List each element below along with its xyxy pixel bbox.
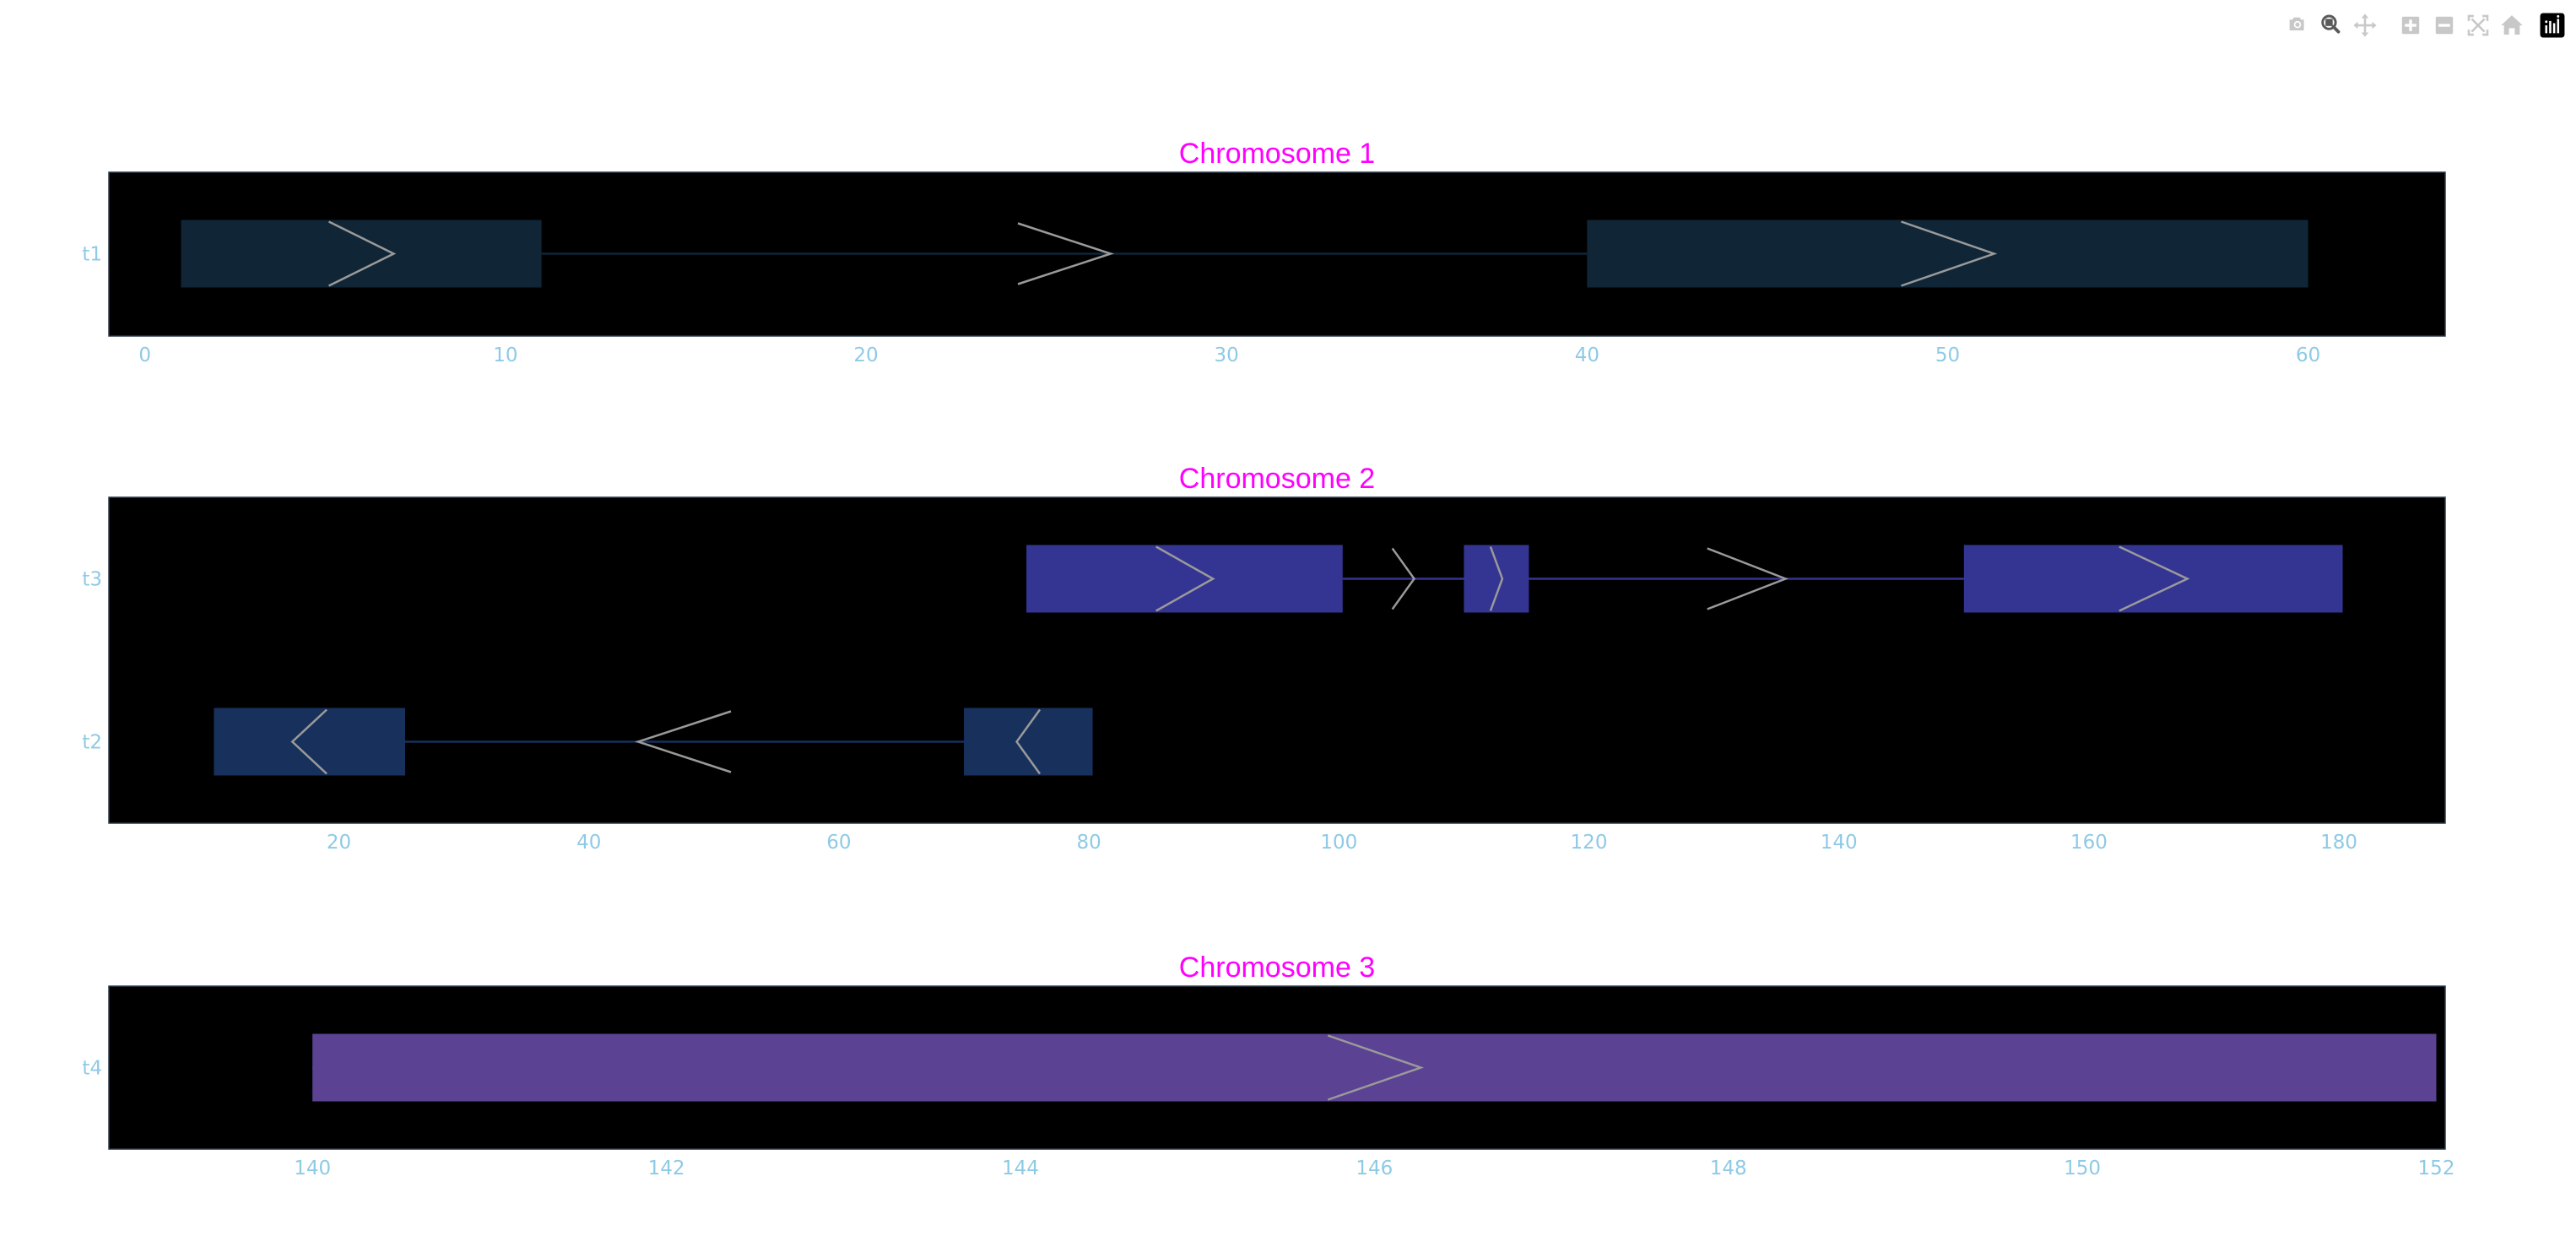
- exon-box: [1026, 545, 1343, 613]
- exon-box: [1963, 545, 2343, 613]
- x-tick-label: 50: [1935, 344, 1960, 366]
- zoom-icon: [2321, 14, 2341, 34]
- chart-panel-1: Chromosome 1 0 10 20 30 40 50 60 t1: [82, 138, 2446, 366]
- x-tick-label: 10: [493, 344, 517, 366]
- zoom-button[interactable]: [2314, 8, 2348, 42]
- modebar: [2281, 8, 2576, 42]
- exon-box: [312, 1033, 2437, 1102]
- strand-arrow: [1015, 708, 1042, 775]
- chart-panel-2: Chromosome 2 20 40 60 80 100 120 140 160 180 t3 t2: [82, 463, 2446, 854]
- strand-arrow: [634, 710, 732, 773]
- x-tick-label: 140: [294, 1158, 331, 1179]
- x-tick-label: 20: [327, 832, 351, 854]
- zoom-out-button[interactable]: [2427, 8, 2461, 42]
- x-tick-label: 40: [1575, 344, 1599, 366]
- plotly-logo-button[interactable]: [2535, 8, 2569, 42]
- strand-arrow: [1707, 547, 1789, 610]
- strand-arrow: [1155, 545, 1215, 612]
- x-tick-label: 40: [576, 832, 601, 854]
- strand-arrow: [2119, 545, 2190, 612]
- zoom-out-icon: [2435, 16, 2454, 35]
- x-tick-label: 0: [138, 344, 151, 366]
- y-tick-label: t4: [82, 1058, 102, 1080]
- x-tick-label: 80: [1076, 832, 1101, 854]
- x-tick-label: 146: [1356, 1158, 1393, 1179]
- x-tick-label: 144: [1002, 1158, 1039, 1179]
- zoom-in-icon: [2401, 16, 2420, 35]
- autoscale-icon: [2467, 14, 2489, 36]
- x-tick-label: 60: [826, 832, 851, 854]
- strand-arrow: [1901, 220, 1998, 287]
- exon-box: [181, 220, 542, 288]
- y-tick-label: t3: [82, 569, 102, 591]
- x-tick-label: 20: [853, 344, 878, 366]
- strand-arrow: [1017, 222, 1114, 285]
- chart-title: Chromosome 1: [1179, 138, 1375, 170]
- camera-button[interactable]: [2281, 8, 2314, 42]
- exon-box: [1464, 545, 1529, 613]
- chart-title: Chromosome 2: [1179, 463, 1375, 495]
- strand-arrow: [328, 220, 397, 287]
- camera-icon: [2289, 17, 2304, 30]
- strand-arrow: [290, 708, 327, 775]
- strand-arrow: [1489, 546, 1504, 611]
- x-tick-label: 148: [1710, 1158, 1747, 1179]
- y-tick-label: t2: [82, 732, 102, 754]
- exon-box: [1587, 220, 2308, 288]
- x-tick-label: 150: [2064, 1158, 2101, 1179]
- x-tick-label: 30: [1215, 344, 1239, 366]
- home-icon: [2501, 15, 2523, 35]
- autoscale-button[interactable]: [2461, 8, 2495, 42]
- x-tick-label: 152: [2418, 1158, 2455, 1179]
- zoom-in-button[interactable]: [2394, 8, 2427, 42]
- exon-box: [214, 708, 405, 776]
- strand-arrow: [1391, 547, 1416, 610]
- y-tick-label: t1: [82, 244, 102, 266]
- x-tick-label: 60: [2296, 344, 2320, 366]
- strand-arrow: [1327, 1034, 1425, 1101]
- chart-title: Chromosome 3: [1179, 952, 1375, 984]
- pan-button[interactable]: [2348, 8, 2382, 42]
- chart-panel-3: Chromosome 3 140 142 144 146 148 150 152 t4: [82, 952, 2454, 1179]
- pan-icon: [2353, 14, 2377, 37]
- x-tick-label: 120: [1571, 832, 1608, 854]
- x-tick-label: 180: [2320, 832, 2357, 854]
- home-button[interactable]: [2495, 8, 2529, 42]
- x-tick-label: 100: [1320, 832, 1357, 854]
- x-tick-label: 140: [1821, 832, 1858, 854]
- exon-box: [964, 708, 1093, 776]
- x-tick-label: 142: [648, 1158, 685, 1179]
- plotly-logo-icon: [2540, 13, 2565, 38]
- x-tick-label: 160: [2070, 832, 2108, 854]
